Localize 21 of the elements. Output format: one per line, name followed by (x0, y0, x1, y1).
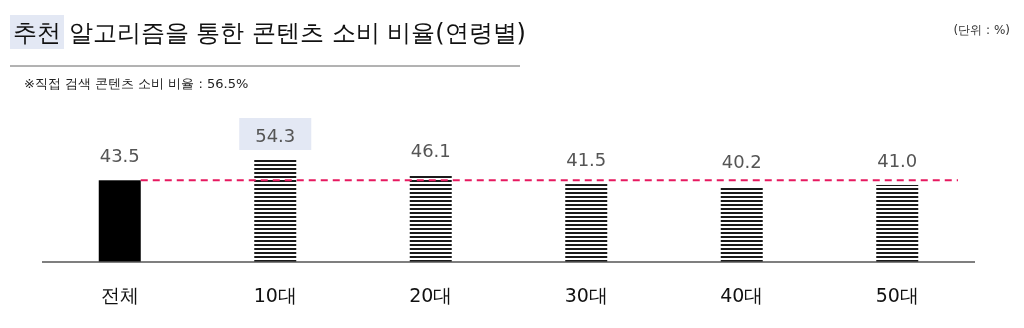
bar (98, 180, 141, 262)
x-tick-label: 10대 (253, 284, 297, 306)
data-label: 40.2 (721, 151, 762, 173)
x-tick-label: 20대 (409, 284, 453, 306)
text: (단위 : %) (953, 23, 1010, 37)
bar (565, 184, 608, 262)
data-label: 41.0 (877, 149, 918, 171)
text: ※직접 검색 콘텐츠 소비 비율 : 56.5% (24, 76, 249, 91)
data-label: 46.1 (410, 140, 451, 162)
bar (876, 184, 919, 262)
x-tick-label: 전체 (100, 284, 139, 306)
data-label: 41.5 (566, 149, 607, 171)
bar (409, 175, 452, 262)
bar (720, 186, 763, 262)
data-label: 54.3 (255, 125, 296, 146)
bar (254, 160, 297, 262)
data-label: 43.5 (99, 145, 140, 167)
x-tick-label: 40대 (720, 284, 764, 306)
x-tick-label: 50대 (875, 284, 919, 306)
x-tick-label: 30대 (564, 284, 608, 306)
chart-title: 추천 알고리즘을 통한 콘텐츠 소비 비율(연령별) (13, 19, 526, 47)
